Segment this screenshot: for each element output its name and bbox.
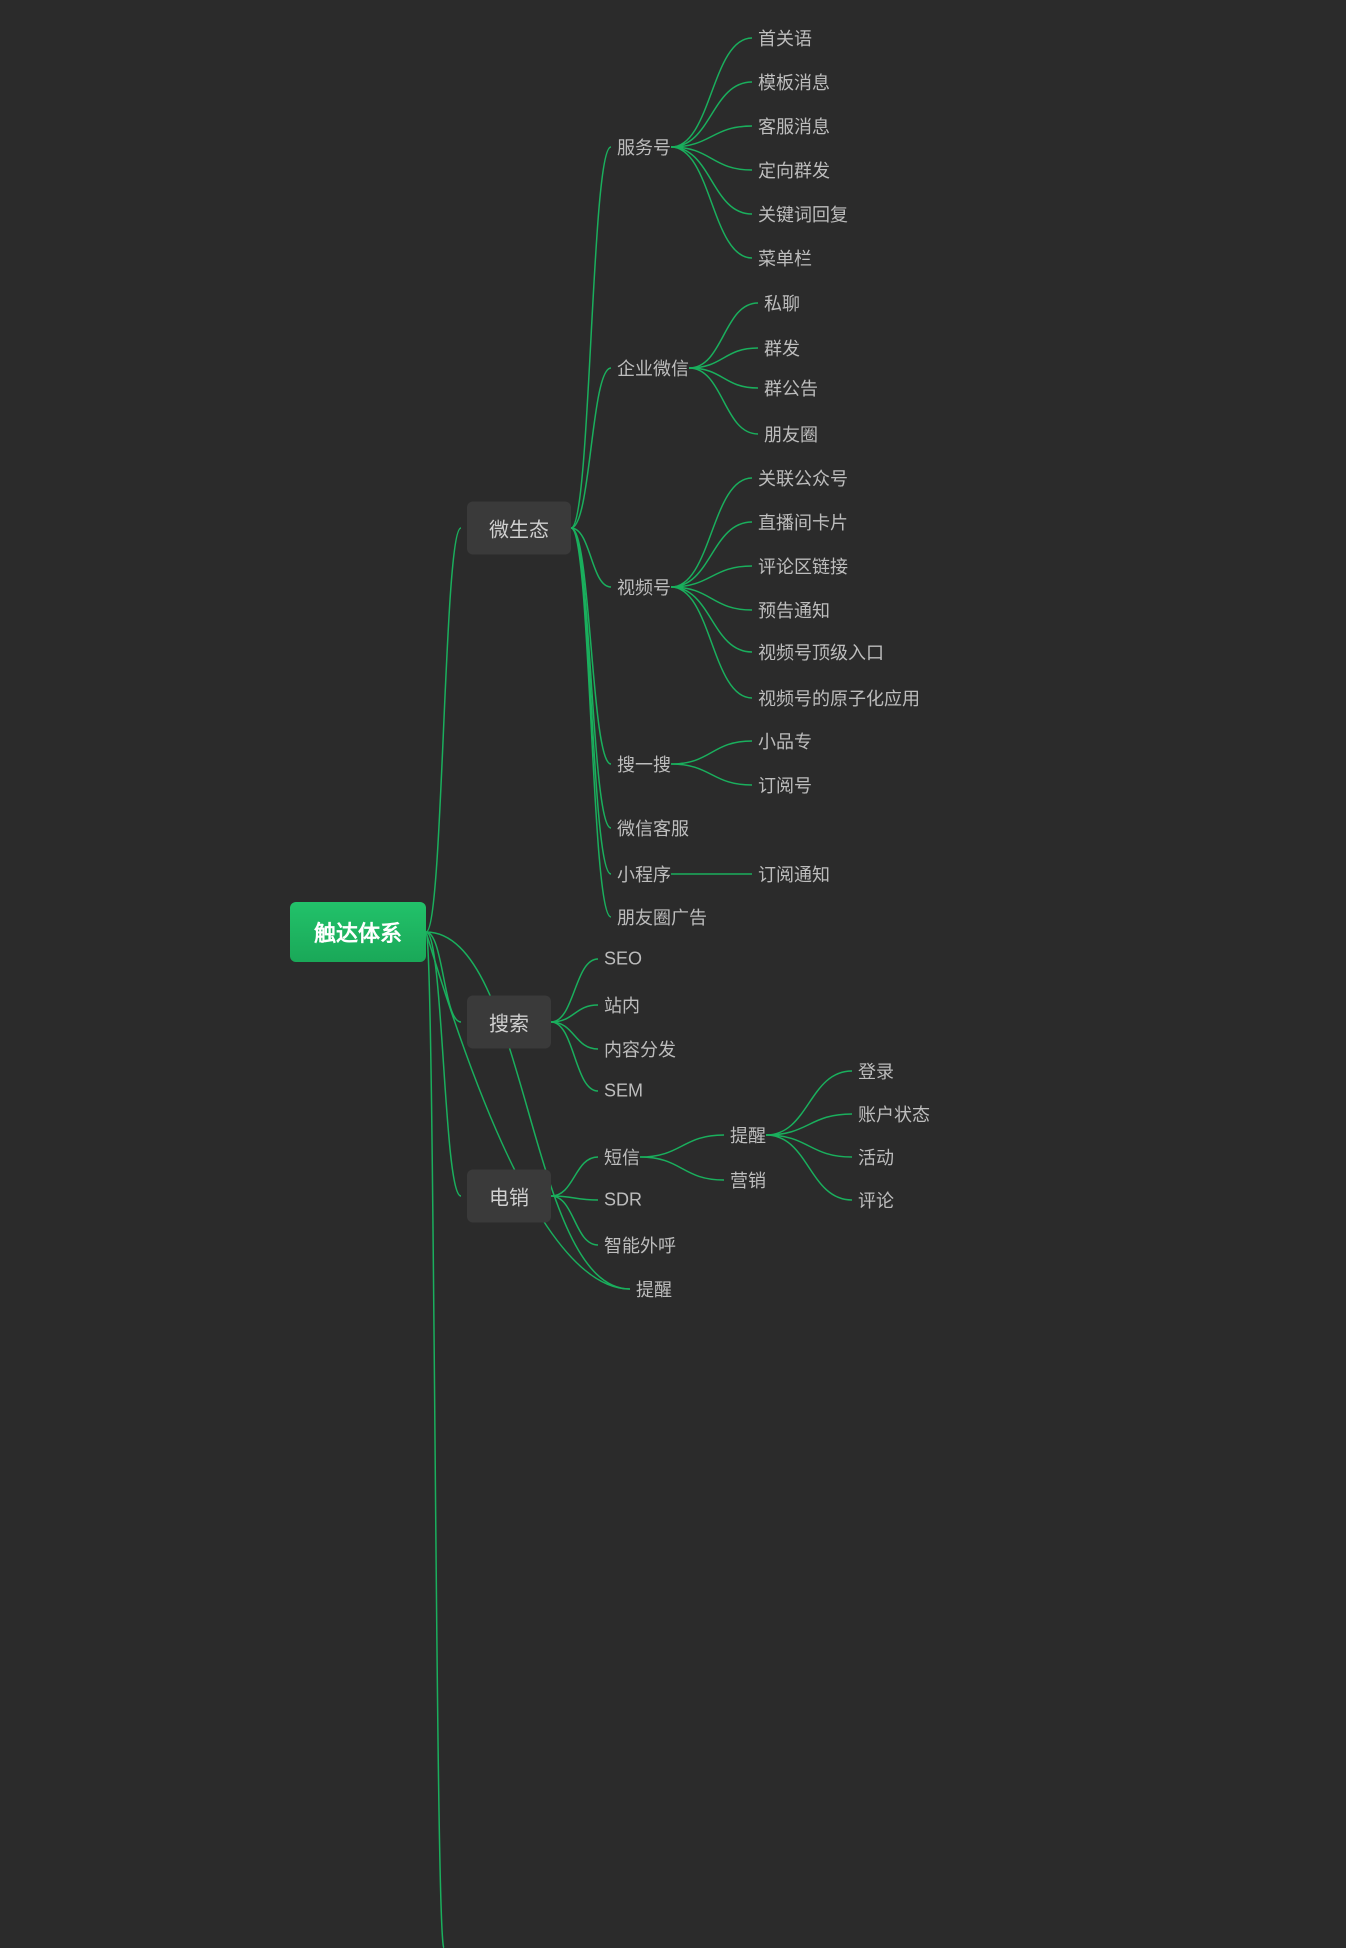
mindmap-node-xcx[interactable]: 小程序	[617, 861, 671, 887]
mindmap-node-root[interactable]: 触达体系	[290, 902, 426, 962]
mindmap-node-mbxx[interactable]: 模板消息	[758, 69, 830, 95]
mindmap-node-qywx[interactable]: 企业微信	[617, 355, 689, 381]
mindmap-node-zbkp[interactable]: 直播间卡片	[758, 509, 848, 535]
mindmap-node-dx[interactable]: 短信	[604, 1144, 640, 1170]
mindmap-node-plqlj[interactable]: 评论区链接	[758, 553, 848, 579]
mindmap-node-sph[interactable]: 视频号	[617, 574, 671, 600]
mindmap-node-fwh[interactable]: 服务号	[617, 134, 671, 160]
mindmap-node-znwh[interactable]: 智能外呼	[604, 1232, 676, 1258]
mindmap-node-zn[interactable]: 站内	[604, 992, 640, 1018]
mindmap-node-qgg[interactable]: 群公告	[764, 375, 818, 401]
mindmap-canvas[interactable]: 触达体系 微生态搜索电销 服务号企业微信视频号搜一搜微信客服小程序朋友圈广告 SEO 站…	[0, 0, 1346, 1948]
mindmap-node-qf[interactable]: 群发	[764, 335, 800, 361]
mindmap-node-pl[interactable]: 评论	[858, 1187, 894, 1213]
mindmap-node-seo[interactable]: SEO	[604, 949, 642, 970]
mindmap-node-sys[interactable]: 搜一搜	[617, 751, 671, 777]
mindmap-node-sdr[interactable]: SDR	[604, 1190, 642, 1211]
mindmap-node-gjchf[interactable]: 关键词回复	[758, 201, 848, 227]
mindmap-node-pyq[interactable]: 朋友圈	[764, 421, 818, 447]
mindmap-node-ygtz[interactable]: 预告通知	[758, 597, 830, 623]
mindmap-node-zhzt[interactable]: 账户状态	[858, 1101, 930, 1127]
mindmap-node-dyh[interactable]: 订阅号	[758, 772, 812, 798]
mindmap-node-sphdj[interactable]: 视频号顶级入口	[758, 639, 884, 665]
mindmap-node-weish[interactable]: 微生态	[467, 502, 571, 555]
mindmap-node-dytz[interactable]: 订阅通知	[758, 861, 830, 887]
mindmap-node-sl[interactable]: 私聊	[764, 290, 800, 316]
mindmap-node-tixing2[interactable]: 提醒	[636, 1276, 672, 1302]
mindmap-node-xpz[interactable]: 小品专	[758, 728, 812, 754]
mindmap-node-dl[interactable]: 登录	[858, 1058, 894, 1084]
mindmap-node-sgy[interactable]: 首关语	[758, 25, 812, 51]
mindmap-node-wxkf[interactable]: 微信客服	[617, 815, 689, 841]
mindmap-node-pyqgg[interactable]: 朋友圈广告	[617, 904, 707, 930]
mindmap-node-hd[interactable]: 活动	[858, 1144, 894, 1170]
mindmap-node-dianx[interactable]: 电销	[467, 1170, 551, 1223]
mindmap-node-sphyzh[interactable]: 视频号的原子化应用	[758, 685, 920, 711]
mindmap-node-tixing[interactable]: 提醒	[730, 1122, 766, 1148]
mindmap-node-yx[interactable]: 营销	[730, 1167, 766, 1193]
mindmap-node-nrff[interactable]: 内容分发	[604, 1036, 676, 1062]
mindmap-node-dxqf[interactable]: 定向群发	[758, 157, 830, 183]
mindmap-node-sousuo[interactable]: 搜索	[467, 996, 551, 1049]
mindmap-edges-svg	[0, 0, 1346, 1948]
mindmap-node-cdl[interactable]: 菜单栏	[758, 245, 812, 271]
mindmap-node-glgzh[interactable]: 关联公众号	[758, 465, 848, 491]
mindmap-node-kfxx[interactable]: 客服消息	[758, 113, 830, 139]
mindmap-node-sem[interactable]: SEM	[604, 1081, 643, 1102]
